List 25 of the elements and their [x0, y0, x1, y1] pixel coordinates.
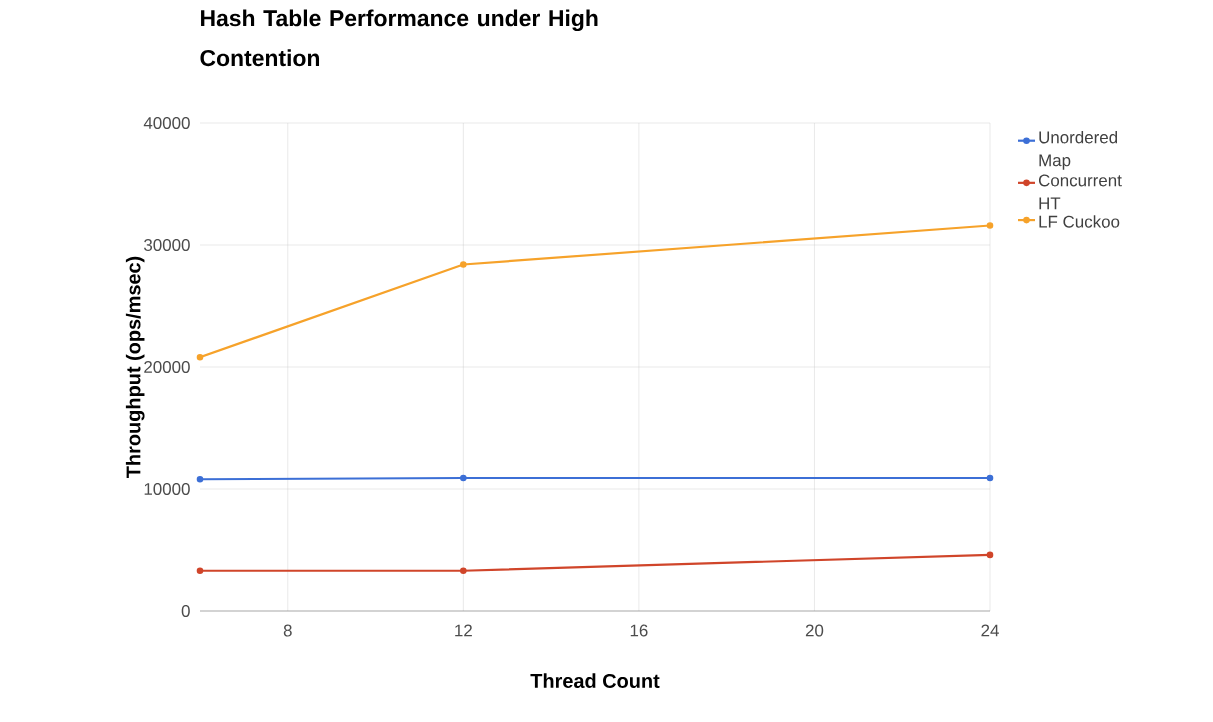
y-axis-title: Throughput (ops/msec) [125, 256, 145, 479]
y-tick-label: 0 [181, 605, 190, 617]
chart-title: Hash Table Performance under High Contention [200, 9, 598, 67]
legend-label: LF Cuckoo [1039, 215, 1120, 228]
x-tick-label: 20 [805, 624, 824, 637]
legend-label: Unordered Map [1039, 130, 1118, 170]
x-tick-label: 8 [283, 624, 292, 637]
y-tick-label: 40000 [143, 117, 190, 129]
point [196, 567, 204, 575]
point [196, 353, 204, 361]
y-tick-label: 20000 [144, 361, 190, 373]
point [460, 474, 467, 482]
x-tick-label: 24 [981, 624, 999, 637]
point [986, 474, 994, 482]
point [986, 222, 994, 229]
legend-label: Concurrent HT [1038, 174, 1122, 210]
point [986, 551, 994, 559]
point [196, 475, 204, 483]
point [460, 261, 467, 268]
y-tick-label: 30000 [144, 239, 190, 251]
point [460, 567, 467, 575]
x-tick-label: 16 [630, 624, 648, 637]
x-tick-label: 12 [455, 624, 472, 637]
y-tick-label: 10000 [144, 483, 190, 495]
x-axis-title: Thread Count [530, 673, 660, 688]
